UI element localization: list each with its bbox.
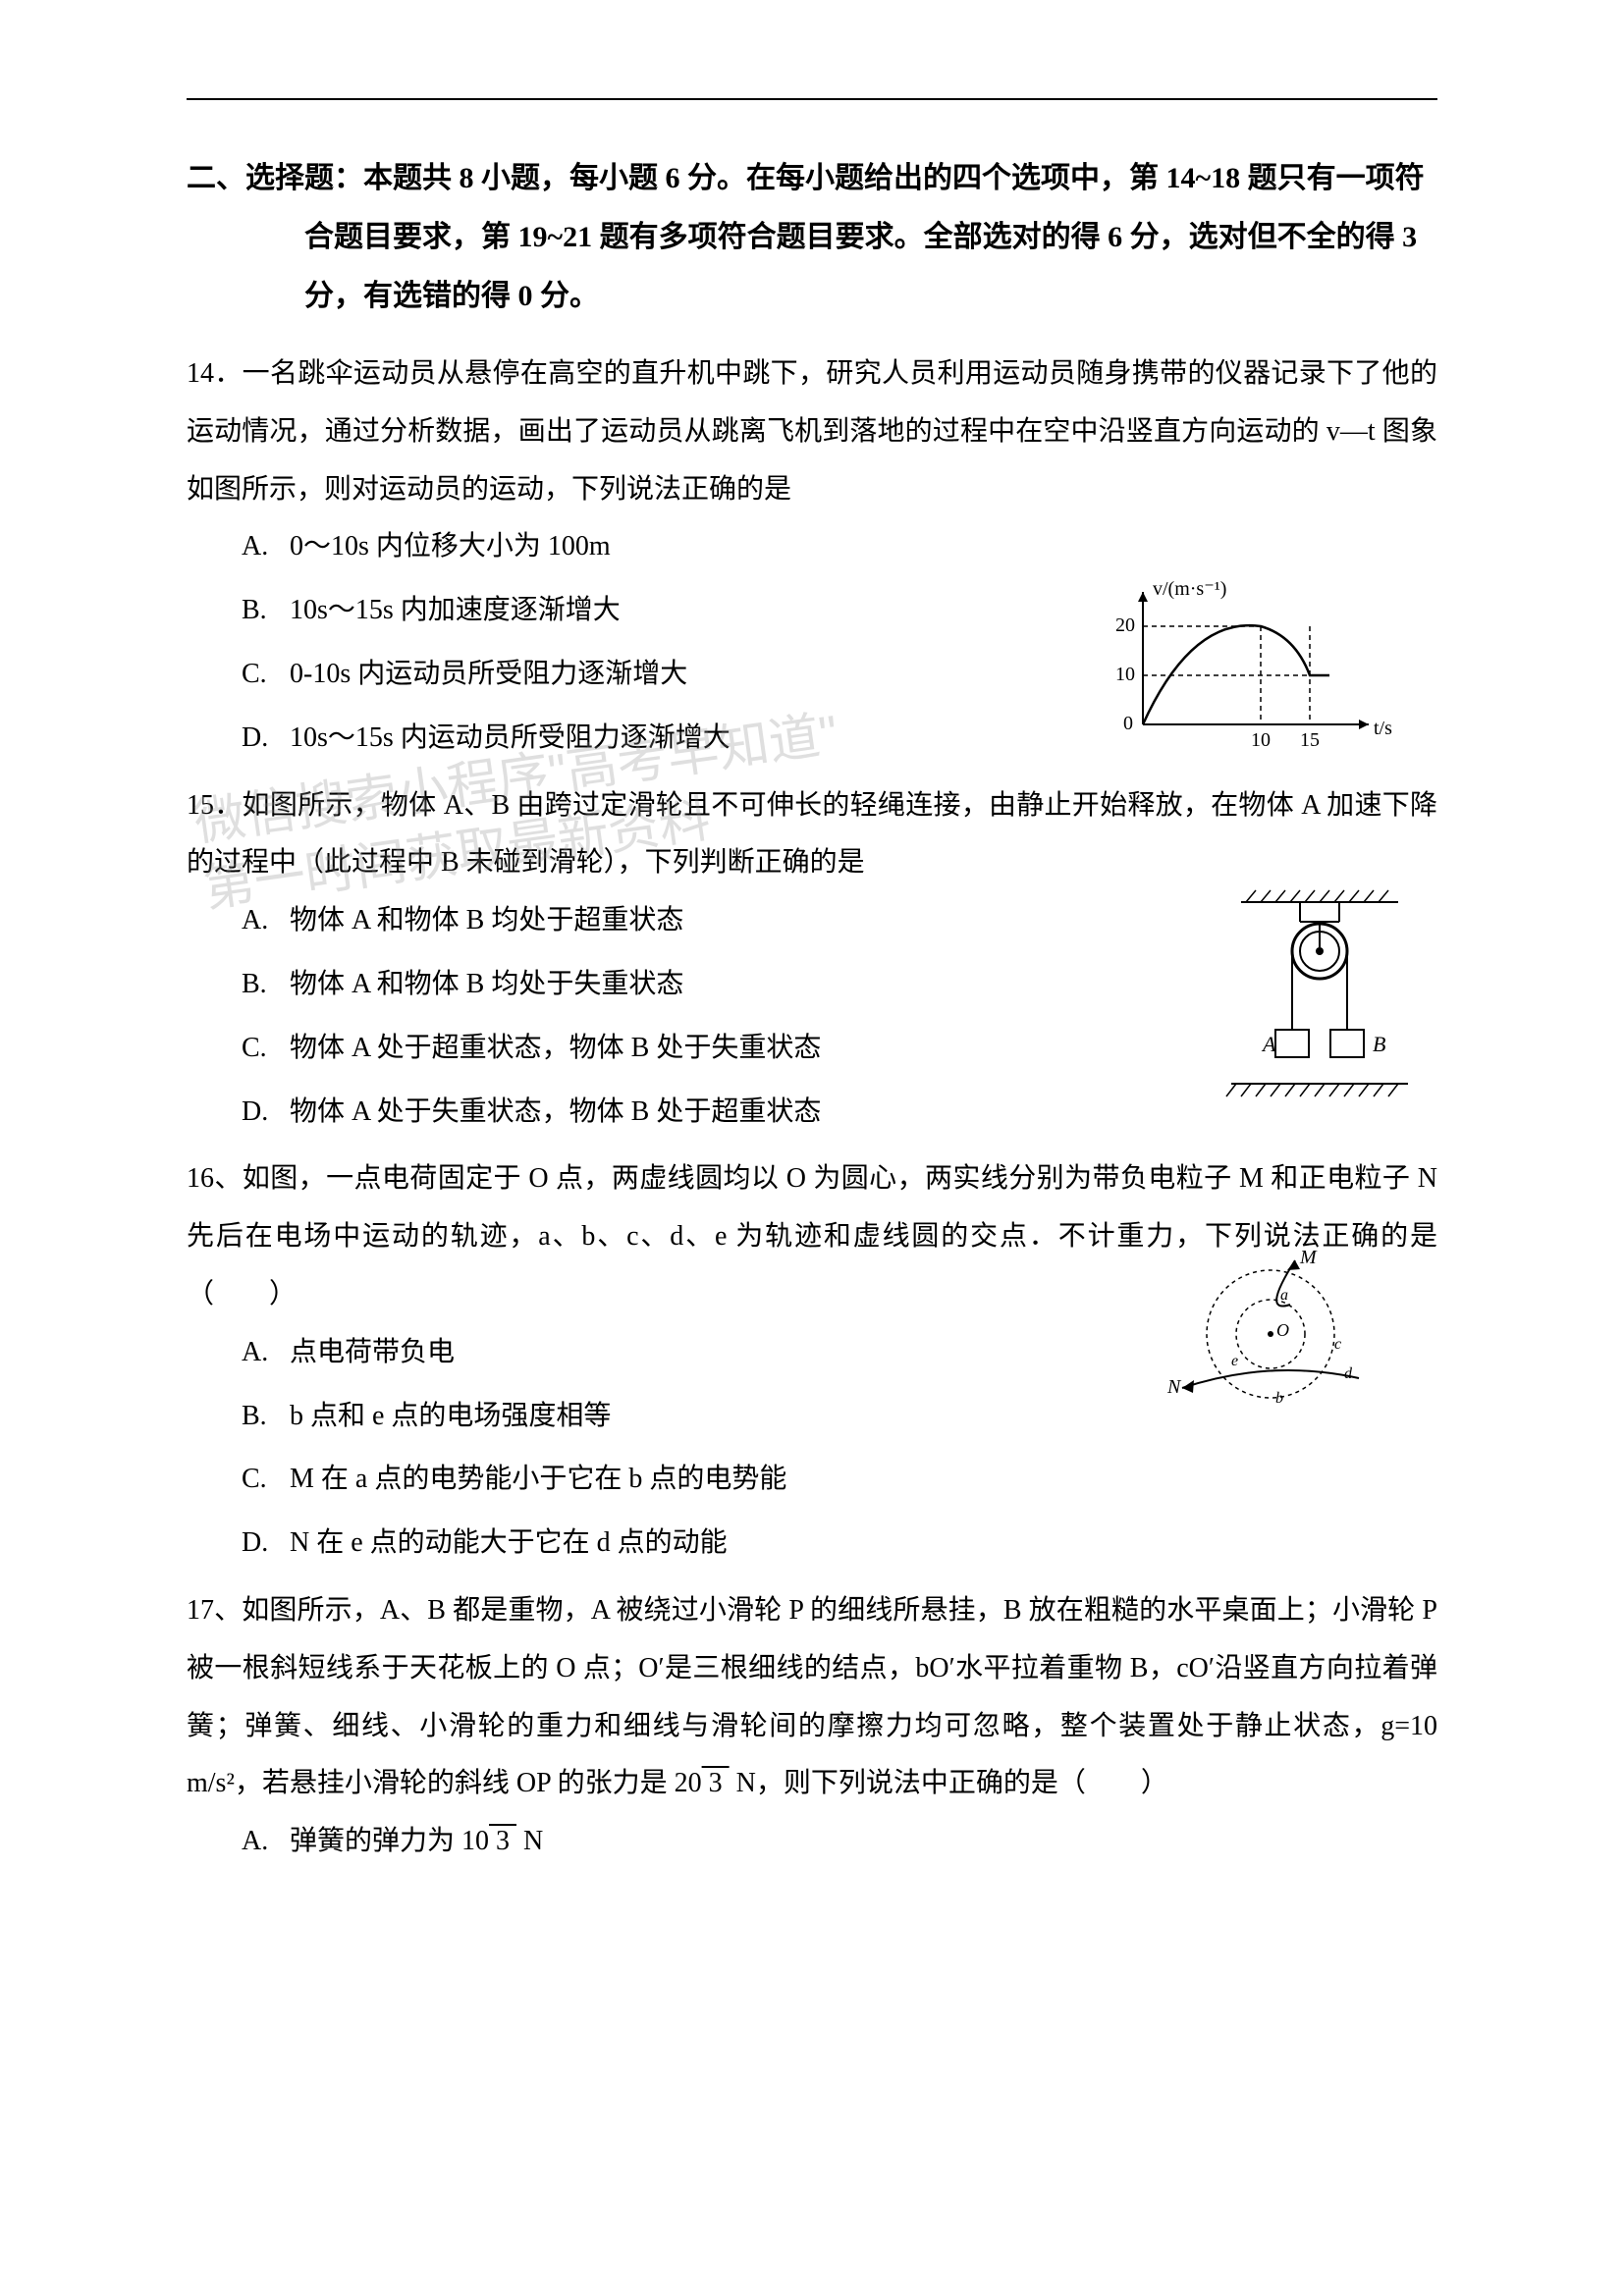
ylabel-text: v/(m·s⁻¹)	[1153, 578, 1226, 600]
q14-figure-vt-graph: v/(m·s⁻¹) t/s 0 10 20 10 15	[1104, 577, 1398, 754]
option-label: C.	[242, 646, 283, 704]
q16-option-c: C. M 在 a 点的电势能小于它在 b 点的电势能	[242, 1451, 1437, 1509]
option-text: b 点和 e 点的电场强度相等	[290, 1401, 611, 1431]
q16-number: 16、	[187, 1163, 243, 1194]
svg-text:b: b	[1275, 1390, 1283, 1407]
q15-number: 15．	[187, 790, 243, 821]
option-label: D.	[242, 710, 283, 768]
q17-options: A. 弹簧的弹力为 10 3 N	[187, 1813, 1437, 1871]
option-text: 物体 A 和物体 B 均处于超重状态	[290, 905, 683, 935]
option-label: C.	[242, 1451, 283, 1509]
option-text: 0-10s 内运动员所受阻力逐渐增大	[290, 659, 687, 689]
option-text: N 在 e 点的动能大于它在 d 点的动能	[290, 1527, 728, 1558]
q16-figure-charges: O M N a b c d e	[1163, 1246, 1379, 1422]
svg-text:e: e	[1231, 1353, 1238, 1369]
svg-text:0: 0	[1123, 713, 1133, 734]
q17-opt-a-value: 10 3	[461, 1826, 516, 1856]
svg-text:20: 20	[1115, 614, 1135, 636]
q14-body: 一名跳伞运动员从悬停在高空的直升机中跳下，研究人员利用运动员随身携带的仪器记录下…	[187, 358, 1437, 505]
option-label: D.	[242, 1515, 283, 1573]
option-text: 10s～15s 内加速度逐渐增大	[290, 595, 621, 625]
q17-value-1: 20 3	[675, 1768, 730, 1798]
q17-option-a: A. 弹簧的弹力为 10 3 N	[242, 1813, 1437, 1871]
question-17-text: 17、如图所示，A、B 都是重物，A 被绕过小滑轮 P 的细线所悬挂，B 放在粗…	[187, 1582, 1437, 1813]
option-text: 物体 A 处于失重状态，物体 B 处于超重状态	[290, 1096, 821, 1127]
svg-text:O: O	[1276, 1320, 1289, 1340]
q14-options: A. 0～10s 内位移大小为 100m B. 10s～15s 内加速度逐渐增大…	[187, 518, 1437, 767]
question-15: 15．如图所示，物体 A、B 由跨过定滑轮且不可伸长的轻绳连接，由静止开始释放，…	[187, 777, 1437, 1142]
question-14: 14．一名跳伞运动员从悬停在高空的直升机中跳下，研究人员利用运动员随身携带的仪器…	[187, 346, 1437, 768]
option-text: 0～10s 内位移大小为 100m	[290, 531, 611, 561]
svg-text:d: d	[1344, 1365, 1353, 1382]
q16-options: A. 点电荷带负电 B. b 点和 e 点的电场强度相等 C. M 在 a 点的…	[187, 1324, 1437, 1573]
option-text-suffix: N	[516, 1826, 543, 1856]
svg-text:M: M	[1299, 1247, 1318, 1268]
option-label: A.	[242, 1324, 283, 1382]
option-label: B.	[242, 956, 283, 1014]
option-label: D.	[242, 1084, 283, 1142]
svg-text:N: N	[1166, 1376, 1182, 1398]
option-text-prefix: 弹簧的弹力为	[290, 1826, 461, 1856]
svg-text:10: 10	[1251, 729, 1271, 751]
question-16: 16、如图，一点电荷固定于 O 点，两虚线圆均以 O 为圆心，两实线分别为带负电…	[187, 1150, 1437, 1573]
xlabel-text: t/s	[1374, 718, 1392, 739]
option-label: B.	[242, 1388, 283, 1446]
option-label: A.	[242, 1813, 283, 1871]
option-label: C.	[242, 1020, 283, 1078]
top-horizontal-rule	[187, 98, 1437, 100]
q14-option-a: A. 0～10s 内位移大小为 100m	[242, 518, 1437, 576]
question-15-text: 15．如图所示，物体 A、B 由跨过定滑轮且不可伸长的轻绳连接，由静止开始释放，…	[187, 777, 1437, 893]
q17-number: 17、	[187, 1595, 242, 1626]
q15-figure-pulley: A B	[1172, 882, 1428, 1108]
q15-options: A. 物体 A 和物体 B 均处于超重状态 B. 物体 A 和物体 B 均处于失…	[187, 892, 1437, 1141]
option-text: 物体 A 处于超重状态，物体 B 处于失重状态	[290, 1033, 821, 1063]
document-page: 二、选择题：本题共 8 小题，每小题 6 分。在每小题给出的四个选项中，第 14…	[0, 0, 1624, 1979]
q17-body-p2: N，则下列说法中正确的是（ ）	[730, 1768, 1168, 1798]
svg-text:c: c	[1334, 1336, 1341, 1353]
question-17: 17、如图所示，A、B 都是重物，A 被绕过小滑轮 P 的细线所悬挂，B 放在粗…	[187, 1582, 1437, 1871]
q15-body: 如图所示，物体 A、B 由跨过定滑轮且不可伸长的轻绳连接，由静止开始释放，在物体…	[187, 790, 1437, 879]
question-14-text: 14．一名跳伞运动员从悬停在高空的直升机中跳下，研究人员利用运动员随身携带的仪器…	[187, 346, 1437, 518]
q14-number: 14．	[187, 358, 243, 389]
svg-text:15: 15	[1300, 729, 1320, 751]
section-header: 二、选择题：本题共 8 小题，每小题 6 分。在每小题给出的四个选项中，第 14…	[187, 149, 1437, 326]
q16-option-d: D. N 在 e 点的动能大于它在 d 点的动能	[242, 1515, 1437, 1573]
svg-text:B: B	[1373, 1032, 1385, 1056]
option-label: B.	[242, 582, 283, 640]
option-label: A.	[242, 892, 283, 950]
svg-text:a: a	[1280, 1287, 1288, 1304]
option-label: A.	[242, 518, 283, 576]
option-text: 10s～15s 内运动员所受阻力逐渐增大	[290, 722, 731, 753]
option-text: 物体 A 和物体 B 均处于失重状态	[290, 969, 683, 999]
option-text: 点电荷带负电	[290, 1337, 455, 1367]
svg-text:10: 10	[1115, 664, 1135, 685]
option-text: M 在 a 点的电势能小于它在 b 点的电势能	[290, 1464, 786, 1494]
svg-text:A: A	[1261, 1032, 1276, 1056]
